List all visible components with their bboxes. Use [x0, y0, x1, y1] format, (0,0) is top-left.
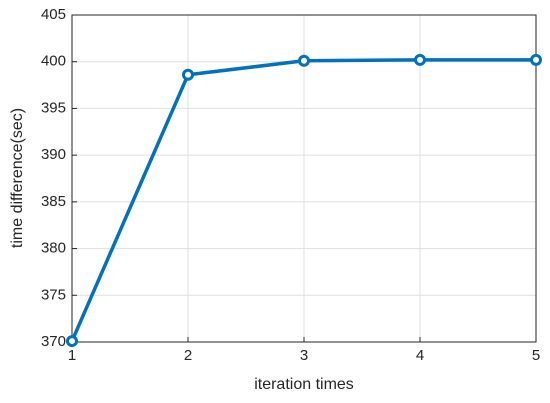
- data-point: [530, 53, 542, 66]
- x-tick-label: 5: [532, 347, 540, 364]
- y-tick-label: 405: [41, 6, 66, 23]
- y-tick-label: 390: [41, 146, 66, 163]
- y-tick-label: 400: [41, 53, 66, 70]
- data-point: [414, 53, 426, 66]
- data-point: [66, 335, 78, 348]
- y-tick-label: 370: [41, 333, 66, 350]
- y-tick-label: 375: [41, 286, 66, 303]
- x-tick-label: 2: [184, 347, 192, 364]
- y-tick-label: 395: [41, 99, 66, 116]
- y-tick-label: 385: [41, 193, 66, 210]
- y-tick-label: 380: [41, 240, 66, 257]
- x-axis-label: iteration times: [254, 376, 354, 393]
- x-tick-label: 3: [300, 347, 308, 364]
- y-axis-label: time difference(sec): [9, 108, 26, 248]
- data-point: [298, 54, 310, 67]
- x-tick-label: 4: [416, 347, 424, 364]
- x-tick-label: 1: [68, 347, 76, 364]
- data-point: [182, 68, 194, 81]
